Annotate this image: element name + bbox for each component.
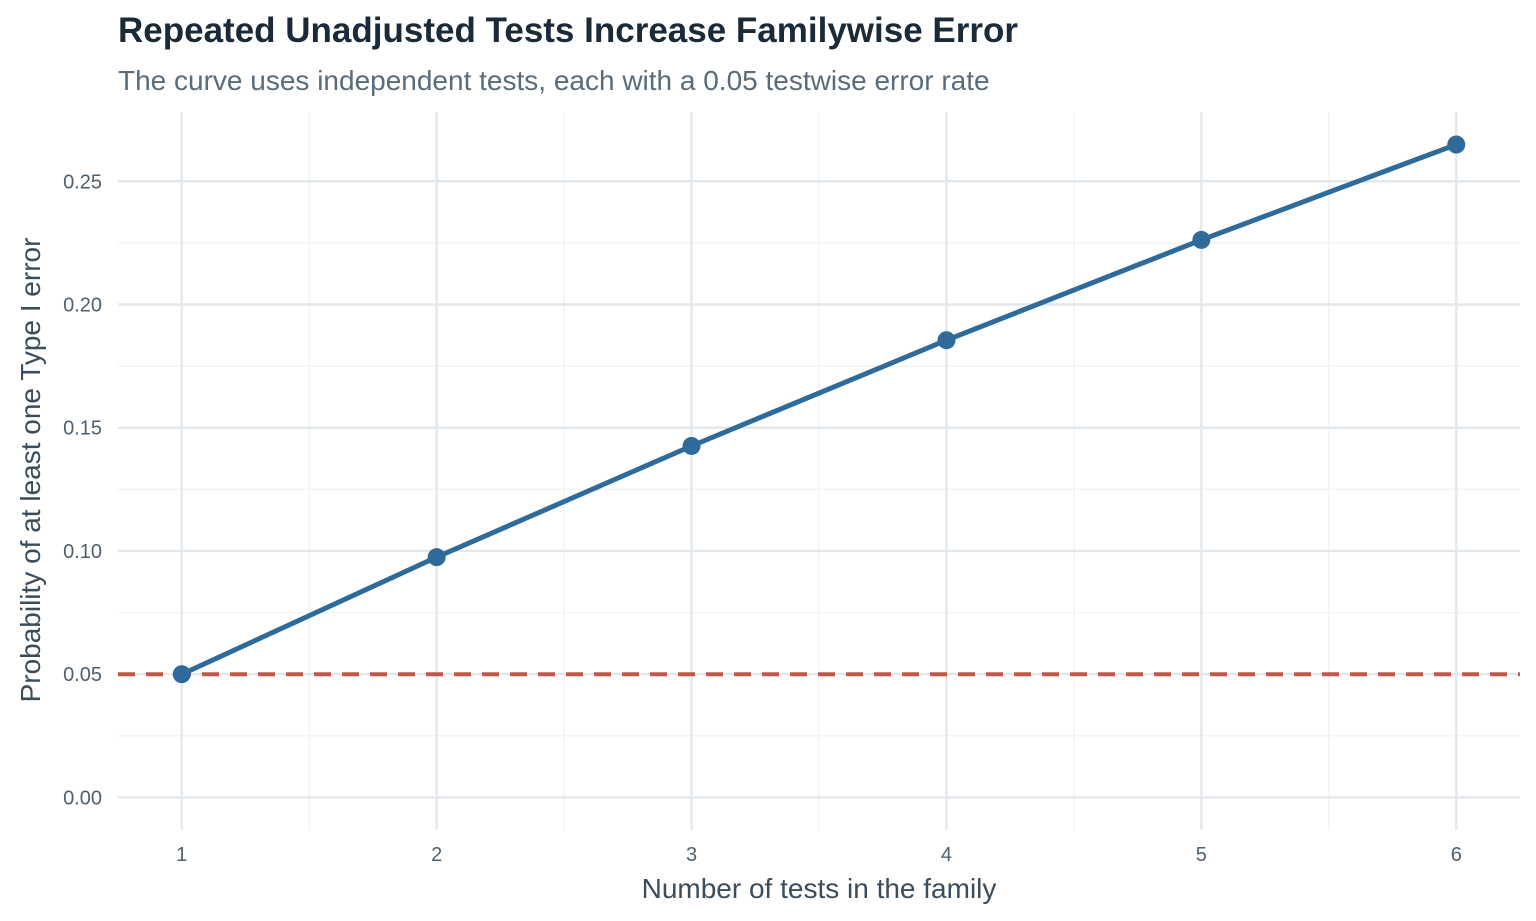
series-line	[179, 142, 1459, 677]
y-tick-label: 0.15	[63, 418, 102, 440]
grid-lines	[118, 112, 1520, 830]
y-tick-label: 0.25	[63, 171, 102, 193]
y-tick-label: 0.00	[63, 787, 102, 809]
x-axis-title: Number of tests in the family	[642, 873, 997, 904]
series-group	[172, 135, 1466, 684]
y-axis-title: Probability of at least one Type I error	[15, 238, 46, 703]
chart-subtitle: The curve uses independent tests, each w…	[118, 65, 990, 96]
x-axis-ticks: 1 2 3 4 5 6	[176, 844, 1462, 866]
x-tick-label: 3	[686, 844, 697, 866]
y-axis-ticks: 0.00 0.05 0.10 0.15 0.20 0.25	[63, 171, 102, 809]
x-tick-label: 5	[1196, 844, 1207, 866]
y-tick-label: 0.20	[63, 295, 102, 317]
data-point	[937, 331, 956, 350]
x-tick-label: 6	[1451, 844, 1462, 866]
y-tick-label: 0.05	[63, 664, 102, 686]
x-tick-label: 4	[941, 844, 952, 866]
x-tick-label: 2	[431, 844, 442, 866]
data-point	[1447, 135, 1466, 154]
y-tick-label: 0.10	[63, 541, 102, 563]
data-point	[1192, 230, 1211, 249]
chart-title: Repeated Unadjusted Tests Increase Famil…	[118, 11, 1018, 50]
data-point	[682, 436, 701, 455]
data-point	[172, 665, 191, 684]
x-tick-label: 1	[176, 844, 187, 866]
data-point	[427, 548, 446, 567]
